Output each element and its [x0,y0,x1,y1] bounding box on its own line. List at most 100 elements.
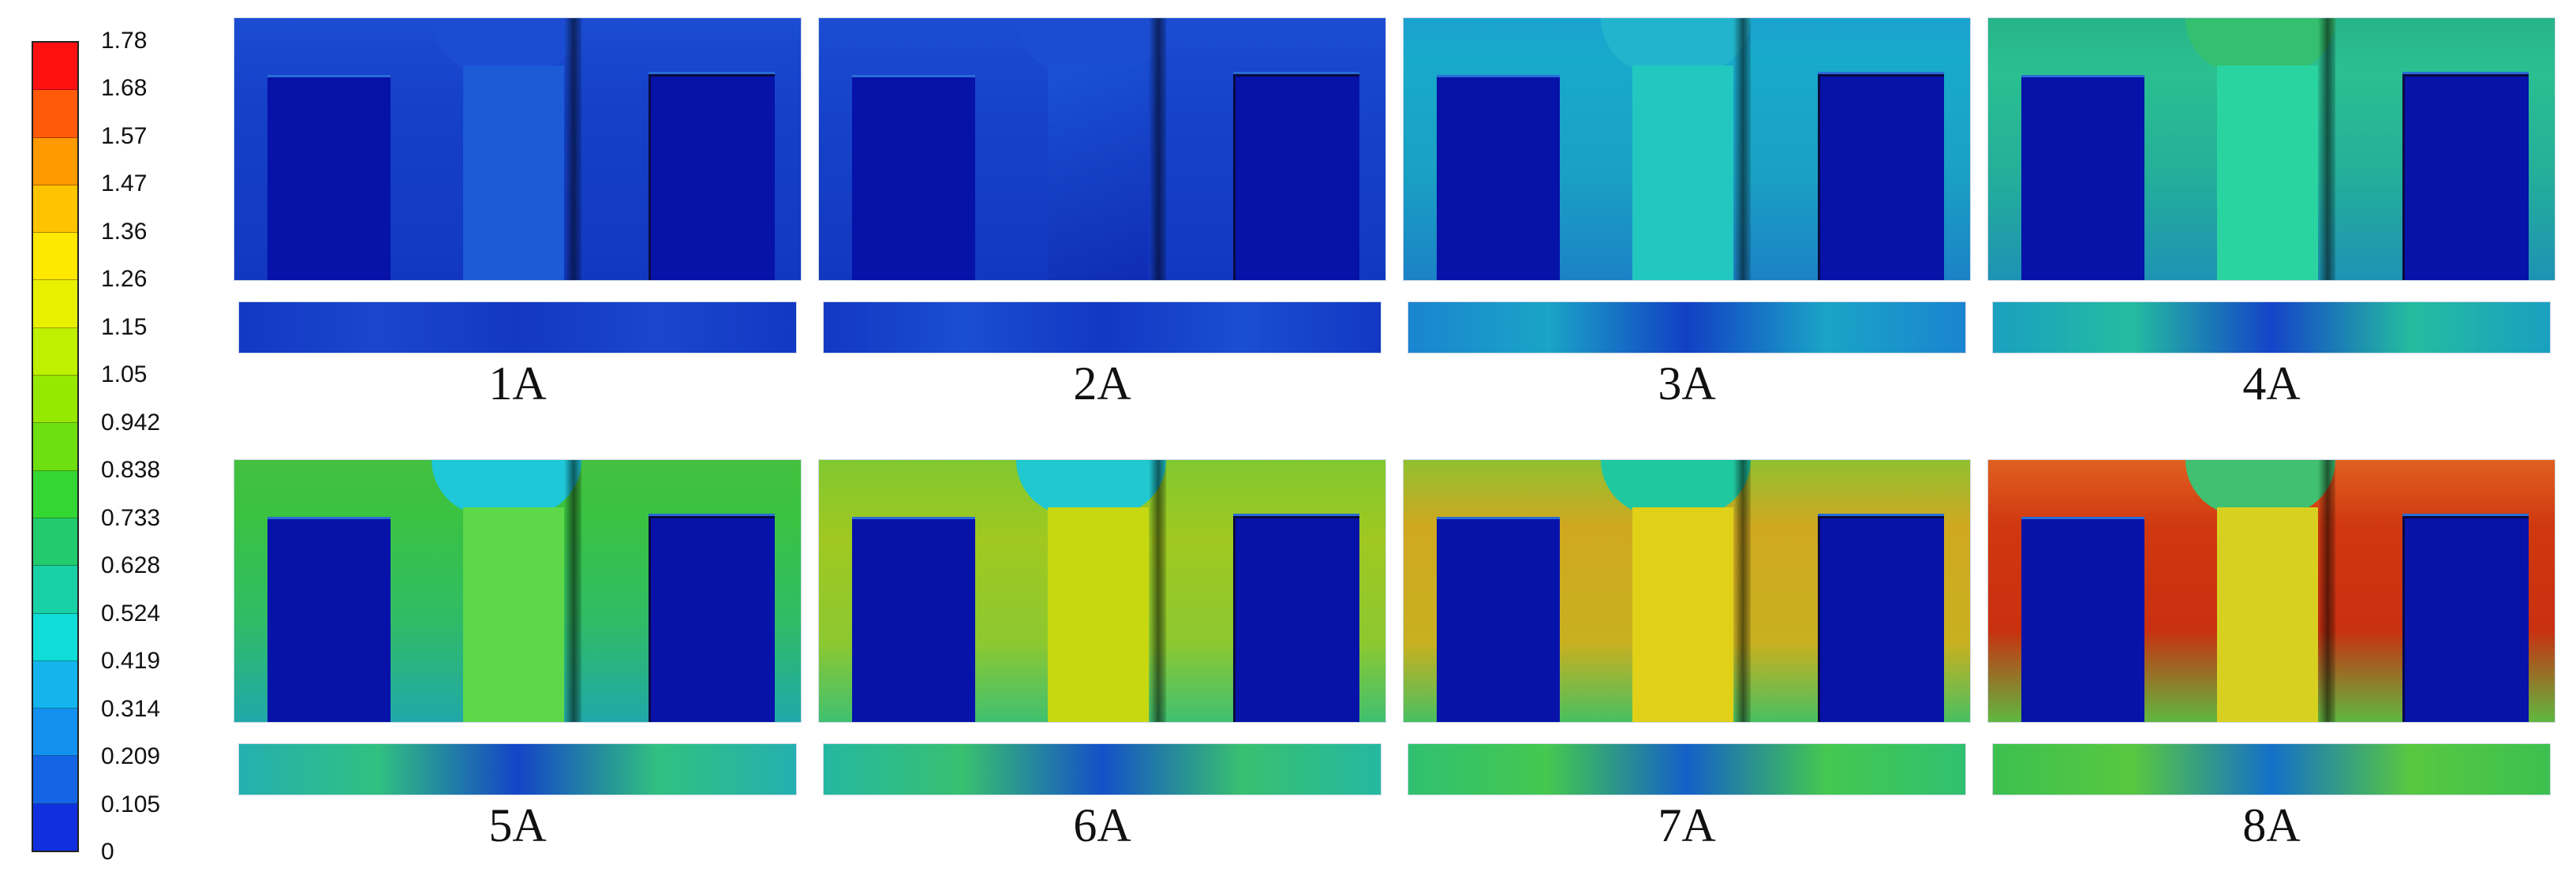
contour-section-strip [823,301,1381,353]
top-gap-region [1016,18,1166,73]
center-column-region [463,507,564,722]
legend-tick-label: 1.47 [101,170,148,197]
contour-panel: 6A [818,459,1386,870]
center-column-region [1048,507,1149,722]
contour-main-view [818,17,1386,281]
contour-panel: 7A [1403,459,1971,870]
legend-swatch [33,756,77,804]
contour-section-strip [238,743,797,795]
legend-swatch [33,137,77,185]
gap-shadow [2318,460,2335,722]
contour-section-strip [1408,743,1966,795]
contour-main-view [1987,459,2555,723]
contour-main-view [234,459,802,723]
contour-section-strip [1408,301,1966,353]
legend-tick-label: 1.78 [101,28,148,54]
contour-main-view [234,17,802,281]
legend-swatch [33,470,77,518]
left-block [2021,517,2144,722]
legend-swatch [33,518,77,567]
legend-swatch [33,376,77,424]
legend-tick-label: 1.26 [101,266,148,293]
right-block [2402,514,2529,722]
right-block [1818,514,1944,722]
gap-shadow [1733,18,1751,280]
panel-label: 6A [1073,799,1131,851]
panel-label: 7A [1658,799,1716,851]
legend-swatch [33,613,77,661]
center-column-region [463,65,564,280]
contour-panel: 1A [234,17,802,428]
legend-swatch [33,660,77,709]
left-block [267,517,391,722]
legend-tick-label: 0.419 [101,648,161,675]
legend-swatch [33,709,77,757]
left-block [852,75,975,280]
legend-tick-label: 0 [101,839,114,865]
contour-panel: 8A [1987,459,2555,870]
legend-tick-label: 0.628 [101,552,161,579]
panel-label: 8A [2242,799,2301,851]
gap-shadow [1149,460,1166,722]
legend-tick-label: 0.942 [101,409,161,436]
contour-section-strip [1992,743,2551,795]
right-block [2402,72,2529,280]
top-gap-region [1601,460,1751,515]
gap-shadow [564,460,581,722]
center-column-region [2217,65,2318,280]
panel-label: 4A [2242,357,2301,410]
legend-swatch [33,90,77,138]
panel-label: 3A [1658,357,1716,410]
legend-tick-label: 1.57 [101,122,148,149]
legend-tick-label: 0.524 [101,600,161,627]
gap-shadow [1733,460,1751,722]
left-block [2021,75,2144,280]
right-block [1233,72,1359,280]
legend-swatch [33,185,77,234]
legend-tick-label: 1.15 [101,313,148,340]
panel-label: 1A [488,357,547,410]
panel-label: 2A [1073,357,1131,410]
top-gap-region [1016,460,1166,515]
contour-section-strip [238,301,797,353]
legend-tick-label: 1.68 [101,75,148,102]
top-gap-region [1601,18,1751,73]
legend-swatch [33,280,77,328]
legend-tick-label: 1.05 [101,361,148,388]
legend-swatch [33,327,77,376]
color-legend: 1.78 1.68 1.57 1.47 1.36 1.26 1.15 1.05 0.942 0.8… [0,0,221,894]
contour-section-strip [1992,301,2551,353]
center-column-region [1632,507,1733,722]
left-block [1437,75,1560,280]
legend-tick-label: 0.209 [101,743,161,770]
top-gap-region [2185,460,2335,515]
right-block [1233,514,1359,722]
left-block [267,75,391,280]
legend-swatch [33,566,77,614]
gap-shadow [2318,18,2335,280]
gap-shadow [564,18,581,280]
gap-shadow [1149,18,1166,280]
legend-tick-label: 0.733 [101,504,161,531]
legend-swatch [33,423,77,471]
legend-tick-label: 1.36 [101,218,148,245]
center-column-region [2217,507,2318,722]
top-gap-region [432,460,581,515]
legend-color-bar [32,41,79,852]
right-block [649,514,775,722]
contour-main-view [1987,17,2555,281]
top-gap-region [2185,18,2335,73]
legend-swatch [33,233,77,281]
panel-label: 5A [488,799,547,851]
left-block [852,517,975,722]
left-block [1437,517,1560,722]
contour-section-strip [823,743,1381,795]
top-gap-region [432,18,581,73]
contour-panel: 2A [818,17,1386,428]
contour-panel: 4A [1987,17,2555,428]
center-column-region [1632,65,1733,280]
contour-main-view [1403,459,1971,723]
right-block [1818,72,1944,280]
legend-swatch [33,43,77,91]
center-column-region [1048,65,1149,280]
